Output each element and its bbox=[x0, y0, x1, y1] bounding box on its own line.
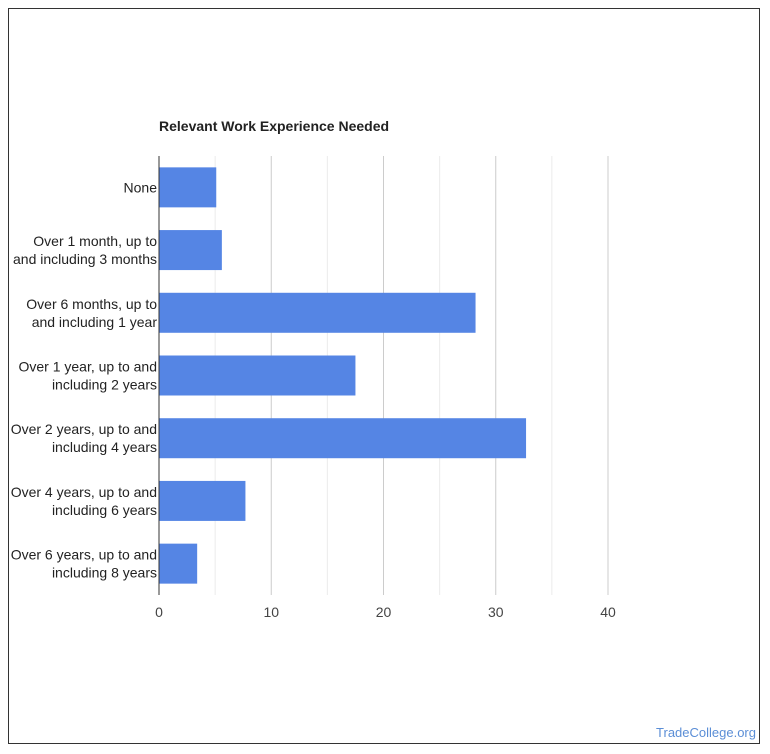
bar bbox=[159, 230, 222, 271]
x-tick-labels: 0 10 20 30 40 bbox=[155, 604, 616, 620]
bar bbox=[159, 355, 356, 396]
category-label-line: Over 2 years, up to and bbox=[11, 421, 157, 437]
category-labels: None Over 1 month, up to and including 3 m… bbox=[11, 179, 158, 580]
category-label: Over 2 years, up to and including 4 years bbox=[11, 421, 157, 455]
category-label-line: and including 3 months bbox=[13, 251, 157, 267]
category-label-line: including 8 years bbox=[52, 565, 157, 581]
x-tick-label: 40 bbox=[600, 604, 616, 620]
bar bbox=[159, 292, 476, 333]
category-label-line: Over 6 months, up to bbox=[26, 296, 157, 312]
category-label: Over 1 year, up to and including 2 years bbox=[18, 359, 157, 393]
bar bbox=[159, 480, 246, 521]
x-tick-label: 0 bbox=[155, 604, 163, 620]
category-label-line: including 4 years bbox=[52, 439, 157, 455]
category-label: None bbox=[124, 179, 158, 195]
tradecollege-watermark: TradeCollege.org bbox=[656, 725, 756, 740]
bar bbox=[159, 167, 217, 208]
bar bbox=[159, 418, 527, 459]
x-tick-label: 10 bbox=[263, 604, 279, 620]
x-tick-label: 30 bbox=[488, 604, 504, 620]
category-label-line: including 6 years bbox=[52, 502, 157, 518]
bar-series bbox=[159, 167, 527, 584]
category-label-line: and including 1 year bbox=[32, 314, 158, 330]
x-tick-label: 20 bbox=[376, 604, 392, 620]
category-label: Over 1 month, up to and including 3 month… bbox=[13, 233, 157, 267]
category-label: Over 6 years, up to and including 8 years bbox=[11, 547, 157, 581]
category-label: Over 4 years, up to and including 6 years bbox=[11, 484, 157, 518]
category-label-line: including 2 years bbox=[52, 377, 157, 393]
bar bbox=[159, 543, 198, 584]
chart-title: Relevant Work Experience Needed bbox=[159, 118, 390, 134]
major-gridlines bbox=[270, 156, 609, 595]
category-label-line: Over 6 years, up to and bbox=[11, 547, 157, 563]
category-label-line: Over 4 years, up to and bbox=[11, 484, 157, 500]
category-label-line: Over 1 month, up to bbox=[33, 233, 157, 249]
category-label: Over 6 months, up to and including 1 year bbox=[26, 296, 157, 330]
category-label-line: Over 1 year, up to and bbox=[18, 359, 157, 375]
category-label-line: None bbox=[124, 179, 158, 195]
